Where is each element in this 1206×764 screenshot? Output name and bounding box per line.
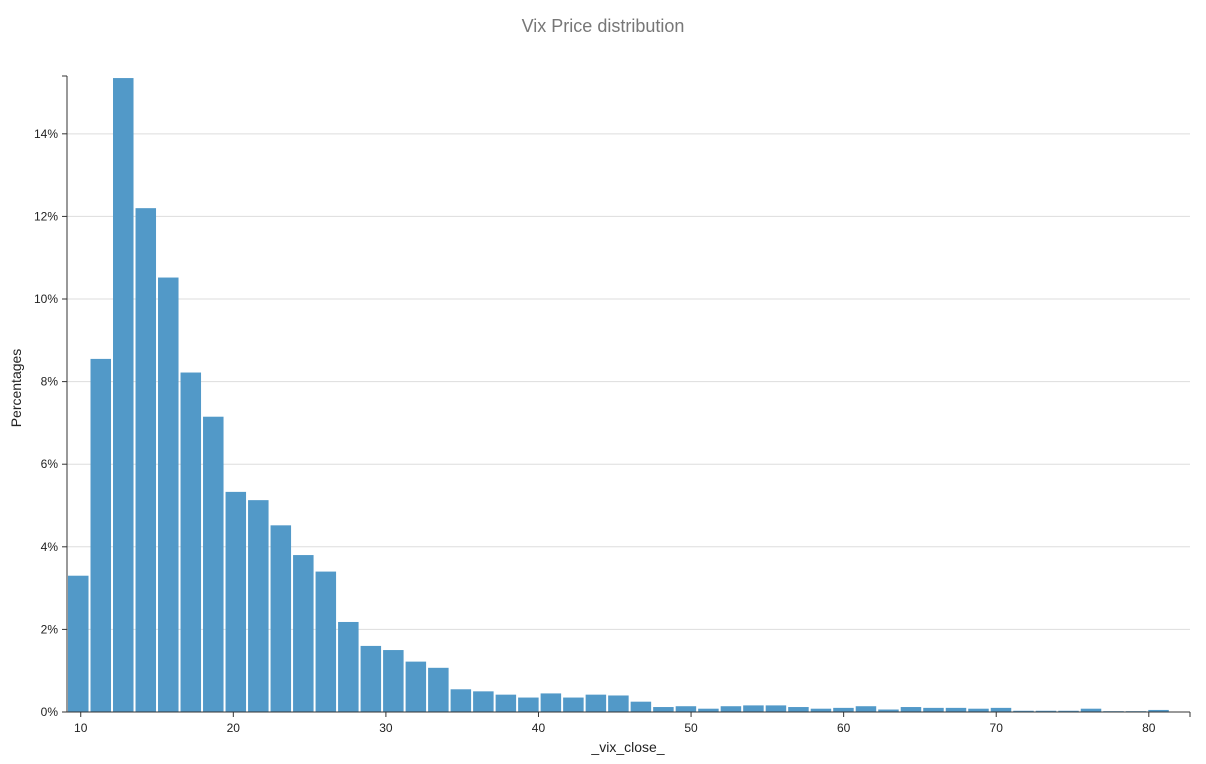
histogram-bar xyxy=(495,694,517,712)
histogram-bar xyxy=(405,661,427,712)
histogram-bar xyxy=(585,694,607,712)
histogram-bar xyxy=(675,706,697,712)
histogram-bar xyxy=(720,706,742,712)
bars xyxy=(68,78,1169,712)
histogram-bar xyxy=(428,667,449,712)
histogram-bar xyxy=(338,621,359,712)
histogram-bar xyxy=(630,701,652,712)
histogram-bar xyxy=(203,416,224,712)
y-tick-label: 6% xyxy=(41,457,59,471)
y-tick-label: 12% xyxy=(34,209,58,223)
x-axis-ticks: 10 20 30 40 50 60 70 80 xyxy=(74,712,1156,735)
y-tick-label: 10% xyxy=(34,292,58,306)
histogram-bar xyxy=(1148,709,1169,712)
histogram-bar xyxy=(1080,708,1102,712)
histogram-bar xyxy=(968,708,989,712)
axes xyxy=(62,75,1191,717)
histogram-bar xyxy=(743,705,764,712)
x-tick-label: 20 xyxy=(227,721,241,735)
histogram-bar xyxy=(473,691,494,712)
histogram-bar xyxy=(765,705,787,712)
y-tick-label: 0% xyxy=(41,705,59,719)
chart-title: Vix Price distribution xyxy=(522,16,685,36)
x-tick-label: 60 xyxy=(837,721,851,735)
histogram-bar xyxy=(68,575,89,712)
histogram-bar xyxy=(113,78,134,712)
y-tick-label: 4% xyxy=(41,540,59,554)
y-axis-label: Percentages xyxy=(8,349,24,428)
histogram-bar xyxy=(158,277,179,712)
histogram-bar xyxy=(135,208,157,712)
histogram-bar xyxy=(293,555,314,712)
histogram-bar xyxy=(653,707,674,712)
histogram-bar xyxy=(270,525,292,712)
histogram-bar xyxy=(833,707,854,712)
x-tick-label: 30 xyxy=(379,721,393,735)
y-tick-label: 2% xyxy=(41,622,59,636)
histogram-bar xyxy=(248,500,269,712)
histogram-bar xyxy=(900,707,922,712)
x-tick-label: 10 xyxy=(74,721,88,735)
histogram-bar xyxy=(180,372,202,712)
histogram-bar xyxy=(608,695,629,712)
histogram-bar xyxy=(945,707,967,712)
histogram-bar xyxy=(788,707,809,712)
histogram-bar xyxy=(990,707,1012,712)
histogram-bar xyxy=(698,708,719,712)
histogram-bar xyxy=(855,706,877,712)
histogram-bar xyxy=(878,709,899,712)
x-axis-label: _vix_close_ xyxy=(590,739,664,755)
x-tick-label: 70 xyxy=(990,721,1004,735)
histogram-bar xyxy=(225,491,247,712)
histogram-bar xyxy=(90,358,112,712)
histogram-bar xyxy=(315,571,337,712)
histogram-bar xyxy=(450,689,472,712)
histogram-bar xyxy=(923,707,944,712)
x-tick-label: 80 xyxy=(1142,721,1156,735)
histogram-bar xyxy=(360,645,382,712)
histogram-bar xyxy=(810,708,832,712)
histogram-bar xyxy=(540,693,562,712)
x-tick-label: 50 xyxy=(684,721,698,735)
y-tick-label: 14% xyxy=(34,127,58,141)
y-axis-ticks: 0% 2% 4% 6% 8% 10% 12% 14% xyxy=(34,127,67,719)
histogram-bar xyxy=(518,697,539,712)
y-tick-label: 8% xyxy=(41,375,59,389)
x-tick-label: 40 xyxy=(532,721,546,735)
histogram-bar xyxy=(1013,710,1034,712)
histogram-bar xyxy=(1035,710,1057,712)
histogram-bar xyxy=(383,650,404,712)
histogram-bar xyxy=(1058,710,1079,712)
histogram-bar xyxy=(563,697,584,712)
